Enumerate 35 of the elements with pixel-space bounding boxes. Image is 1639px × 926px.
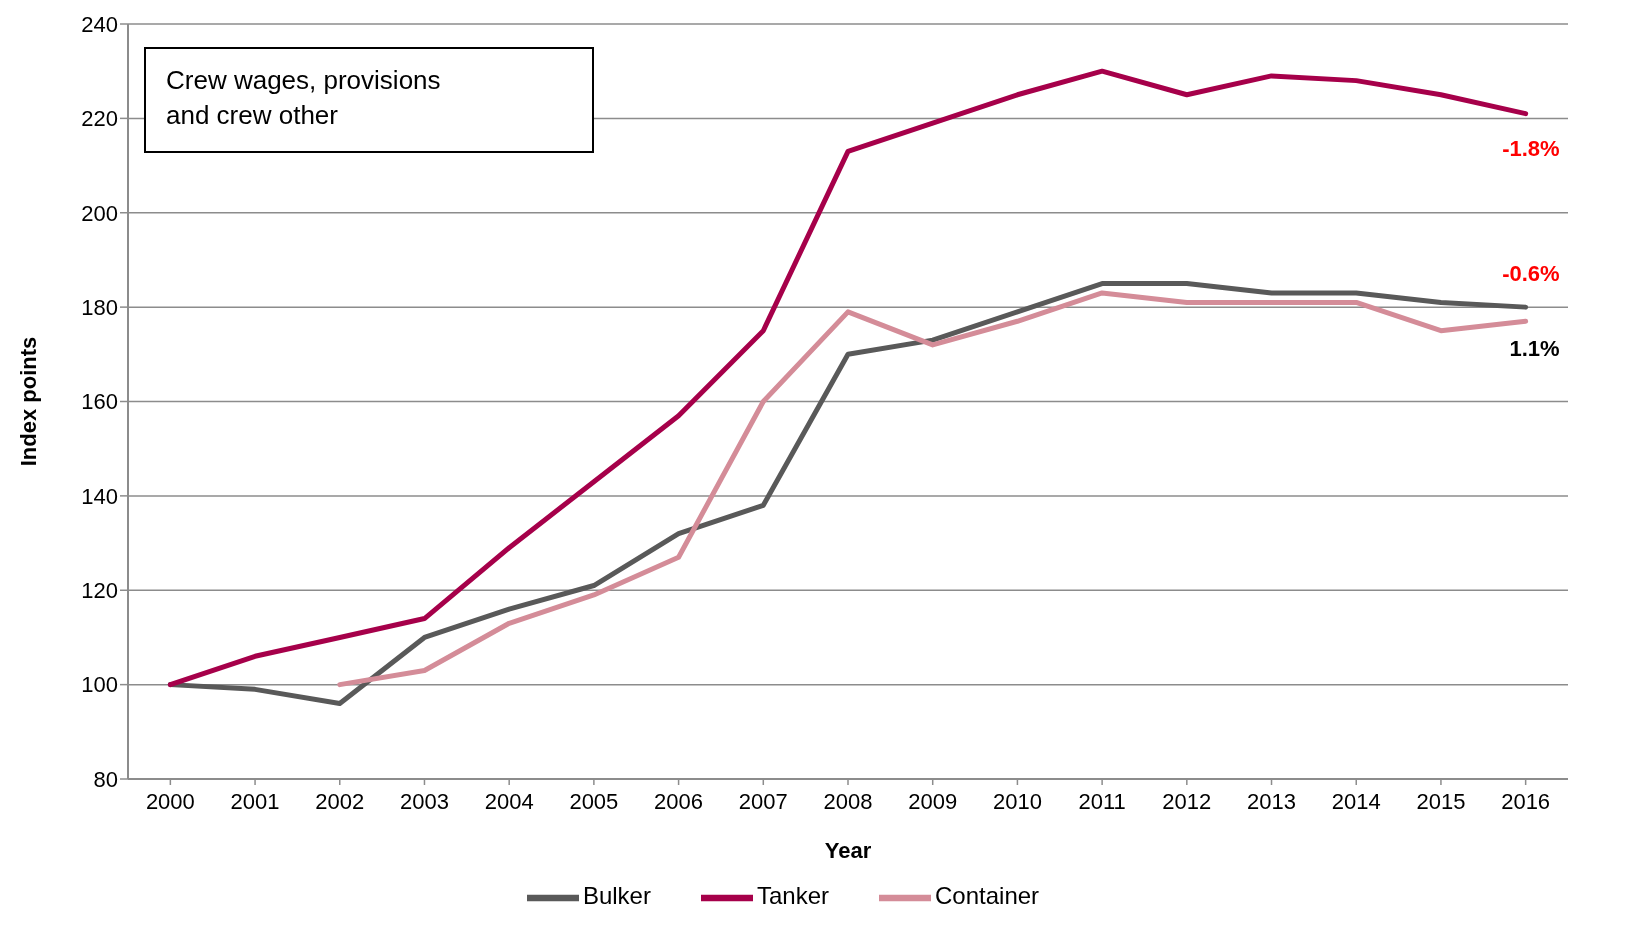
- legend-label: Bulker: [582, 882, 651, 910]
- x-tick-label: 2003: [399, 788, 449, 814]
- x-tick-label: 2005: [569, 788, 619, 814]
- y-tick-label: 220: [81, 106, 118, 132]
- x-axis-title: Year: [824, 838, 872, 863]
- y-tick-label: 80: [93, 766, 118, 792]
- x-tick-label: 2009: [908, 788, 958, 814]
- x-tick-label: 2014: [1331, 788, 1381, 814]
- x-tick-label: 2007: [738, 788, 788, 814]
- annotation: -1.8%: [1502, 136, 1560, 162]
- x-tick-label: 2015: [1416, 788, 1466, 814]
- x-tick-label: 2000: [145, 788, 195, 814]
- legend-label: Tanker: [756, 882, 829, 910]
- annotation: 1.1%: [1509, 336, 1560, 362]
- legend-label: Container: [935, 882, 1040, 910]
- x-tick-label: 2008: [823, 788, 873, 814]
- x-tick-label: 2004: [484, 788, 534, 814]
- x-tick-label: 2016: [1501, 788, 1551, 814]
- x-tick-label: 2002: [315, 788, 365, 814]
- x-tick-label: 2010: [992, 788, 1042, 814]
- x-tick-label: 2011: [1078, 788, 1126, 814]
- y-tick-label: 120: [81, 578, 118, 604]
- annotation: -0.6%: [1502, 261, 1560, 287]
- x-tick-label: 2013: [1247, 788, 1297, 814]
- y-tick-label: 180: [81, 294, 118, 320]
- y-tick-label: 140: [81, 483, 118, 509]
- y-axis-title: Index points: [15, 336, 41, 467]
- x-tick-label: 2006: [654, 788, 704, 814]
- x-tick-label: 2001: [230, 788, 280, 814]
- y-tick-label: 200: [81, 200, 118, 226]
- text-box: Crew wages, provisions and crew other: [144, 47, 594, 153]
- y-tick-label: 160: [81, 389, 118, 415]
- y-tick-label: 100: [81, 672, 118, 698]
- y-tick-label: 240: [81, 11, 118, 37]
- x-tick-label: 2012: [1162, 788, 1212, 814]
